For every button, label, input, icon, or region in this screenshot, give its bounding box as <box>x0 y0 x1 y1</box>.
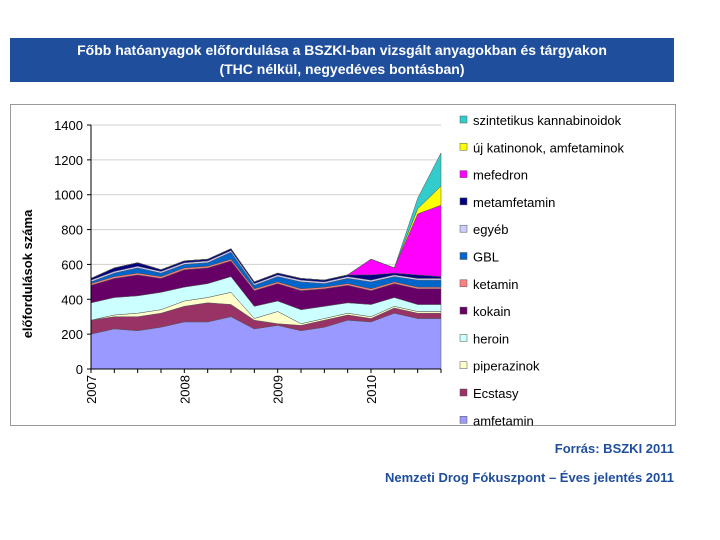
legend-swatch <box>459 170 468 178</box>
y-axis-ticks: 0 200 400 600 800 1000 1200 1400 <box>54 118 91 377</box>
x-tick-label: 2008 <box>177 375 192 404</box>
legend-label: GBL <box>473 250 499 265</box>
legend-swatch <box>459 115 468 124</box>
plot-area <box>90 152 442 370</box>
x-tick-label: 2009 <box>271 375 286 404</box>
y-tick-label: 200 <box>61 327 83 342</box>
chart-subtitle: (THC nélkül, negyedéves bontásban) <box>219 61 465 77</box>
chart-border <box>10 104 676 426</box>
source-credit-organization: Nemzeti Drog Fókuszpont – Éves jelentés … <box>385 470 674 485</box>
legend-label: mefedron <box>473 168 528 183</box>
legend-label: metamfetamin <box>473 195 555 210</box>
y-tick-label: 1200 <box>54 153 83 168</box>
legend-label: amfetamin <box>473 413 534 426</box>
legend: szintetikus kannabinoidok új katinonok, a… <box>459 113 625 426</box>
legend-swatch <box>459 361 468 369</box>
source-credit: Forrás: BSZKI 2011 <box>554 441 674 456</box>
legend-swatch <box>459 416 468 424</box>
y-tick-label: 1400 <box>54 118 83 133</box>
y-tick-label: 600 <box>61 257 83 272</box>
legend-label: ketamin <box>473 277 519 292</box>
legend-swatch <box>459 279 468 288</box>
x-tick-label: 2007 <box>84 375 99 404</box>
legend-swatch <box>459 334 468 342</box>
legend-label: szintetikus kannabinoidok <box>473 113 622 128</box>
y-tick-label: 0 <box>76 362 83 377</box>
legend-label: egyéb <box>473 222 508 237</box>
y-tick-label: 400 <box>61 292 83 307</box>
axes <box>90 125 441 370</box>
chart-title-banner: Főbb hatóanyagok előfordulása a BSZKI-ba… <box>10 38 674 82</box>
y-axis-label: előfordulások száma <box>20 209 35 338</box>
area-szintetikus-kannabinoidok <box>90 152 442 283</box>
x-tick-label: 2010 <box>364 375 379 404</box>
legend-label: Ecstasy <box>473 386 519 401</box>
legend-label: kokain <box>473 304 511 319</box>
y-tick-label: 800 <box>61 223 83 238</box>
x-axis-ticks: 2007 2008 2009 2010 <box>84 369 442 404</box>
legend-swatch <box>459 388 468 397</box>
y-tick-label: 1000 <box>54 188 83 203</box>
legend-label: heroin <box>473 331 509 346</box>
chart-title: Főbb hatóanyagok előfordulása a BSZKI-ba… <box>77 42 607 58</box>
legend-label: piperazinok <box>473 359 540 374</box>
legend-swatch <box>459 197 468 206</box>
legend-swatch <box>459 143 468 151</box>
legend-swatch <box>459 306 468 315</box>
legend-swatch <box>459 252 468 260</box>
legend-swatch <box>459 224 468 233</box>
legend-label: új katinonok, amfetaminok <box>473 140 625 155</box>
